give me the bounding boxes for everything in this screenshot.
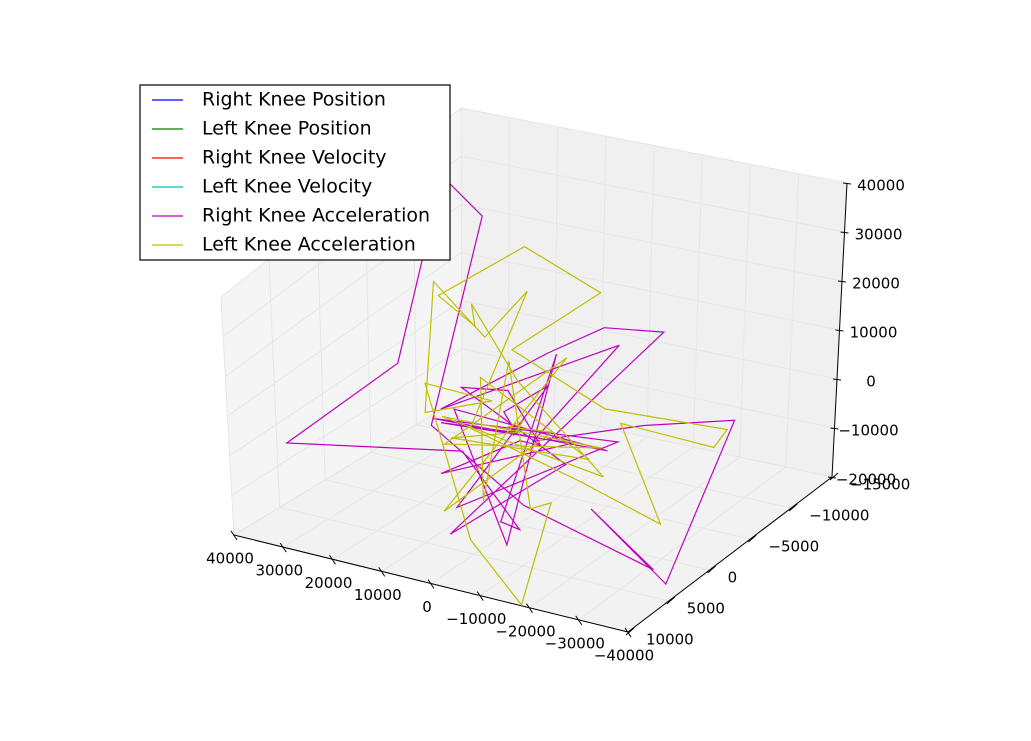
back-wall-pane [461,108,847,477]
legend-label-3: Left Knee Velocity [202,176,372,198]
z-gridline [461,155,845,233]
axis-gridlines [220,107,848,633]
y-tick [829,472,839,481]
x-tick-label: −10000 [446,610,506,628]
x-gridline [282,406,509,548]
legend-label-4: Right Knee Acceleration [202,205,430,227]
x-tick-label: 40000 [206,550,254,568]
z-tick [840,231,849,234]
x-tick [526,603,533,614]
legend-frame [139,84,451,261]
y-tick [748,534,757,543]
z-gridline [461,300,838,380]
z-tick [827,476,837,479]
legend: Right Knee Position Left Knee Position Rig… [139,84,451,261]
series-lines [285,174,736,607]
x-tick-label: −30000 [545,634,605,652]
x-tick-label: 30000 [255,562,303,580]
x-tick [329,554,336,565]
y-tick [666,596,676,605]
legend-label-1: Left Knee Position [202,118,372,140]
x-tick-label: −40000 [594,647,654,665]
x-tick [279,542,287,553]
y-gridline [279,506,669,602]
z-tick-label: −10000 [838,422,898,440]
x-tick [230,530,238,541]
legend-label-5: Left Knee Acceleration [202,234,416,256]
y-tick-label: −5000 [768,538,819,556]
x-tick [427,579,435,589]
z-tick [830,427,839,430]
z-gridline [231,348,463,496]
x-tick [575,615,583,626]
z-tick-label: 30000 [855,226,903,244]
y-tick-label: 10000 [646,631,694,649]
legend-label-2: Right Knee Velocity [202,147,387,169]
y-tick [625,627,635,636]
x-axis-ticks: −40000−30000−20000−10000 0 100002000030000… [206,530,654,665]
z-tick [837,280,847,283]
x-tick [476,591,484,601]
x-tick-label: 20000 [305,574,353,592]
x-tick-label: −20000 [495,622,555,640]
z-gridline [227,252,462,417]
z-tick-label: 0 [866,373,876,391]
x-gridline [430,436,648,584]
y-axis-line [627,476,833,633]
legend-label-0: Right Knee Position [202,89,386,111]
z-gridline [460,107,848,184]
z-tick-label: 10000 [850,324,898,342]
y-tick [788,503,798,512]
x-gridline [479,446,694,597]
x-tick-label: 10000 [354,586,402,604]
y-gridline [325,479,710,571]
z-gridline [461,252,840,331]
z-tick-label: −20000 [836,471,896,489]
z-gridline [229,300,462,457]
series-line-5 [424,245,729,607]
x-gridline [381,426,602,572]
z-tick-label: 40000 [857,177,905,195]
z-gridline [461,348,835,429]
y-tick-label: −15000 [850,476,910,494]
y-tick-label: 5000 [687,600,725,618]
z-tick [835,329,844,332]
x-tick [624,627,632,638]
y-tick-label: 0 [728,569,738,587]
z-gridline [233,396,463,536]
z-gridline [461,203,843,282]
y-gridline [416,424,792,509]
x-gridline [529,456,740,609]
y-tick [707,565,716,574]
y-gridline [370,451,751,540]
z-axis-ticks: −20000 −10000 0 10000 20000 30000 40000 [827,177,905,489]
z-tick-label: 20000 [852,275,900,293]
x-gridline [332,416,555,560]
x-tick [378,567,386,577]
x-tick-label: 0 [422,598,432,616]
y-tick-label: −10000 [809,507,869,525]
z-tick [842,182,852,185]
z-tick [832,378,842,381]
